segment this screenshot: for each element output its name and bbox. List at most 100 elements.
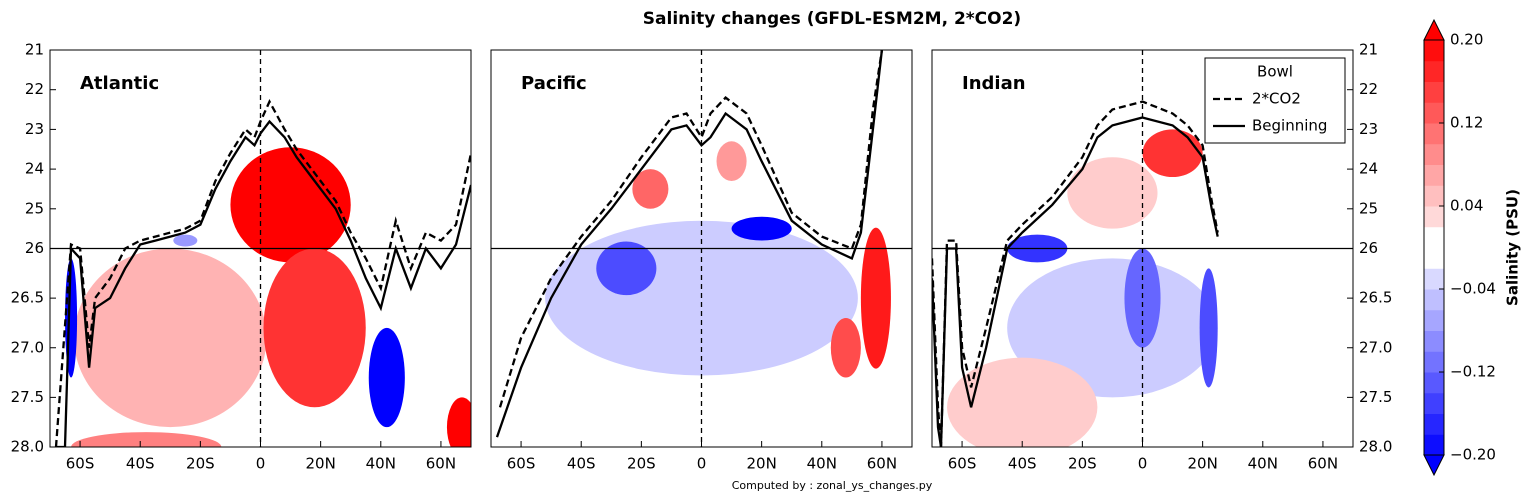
x-tick-label: 20N — [1187, 455, 1217, 473]
colorbar-extend — [1423, 454, 1445, 477]
colorbar-band — [1424, 268, 1444, 290]
colorbar-tick-label: −0.20 — [1450, 446, 1496, 464]
y-tick-label: 24 — [1359, 160, 1378, 178]
colorbar-band — [1424, 40, 1444, 62]
y-tick-label: 26.5 — [11, 289, 44, 307]
colorbar-band — [1424, 392, 1444, 414]
colorbar-frame — [1423, 39, 1445, 456]
salinity-anomaly — [716, 141, 747, 182]
plot-area — [932, 50, 1353, 447]
colorbar-band — [1424, 164, 1444, 186]
x-tick-label: 20N — [305, 455, 335, 473]
colorbar-band — [1424, 185, 1444, 207]
salinity-anomaly — [632, 169, 669, 209]
x-tick-label: 20S — [1068, 455, 1097, 473]
y-tick-label: 28.0 — [11, 438, 44, 456]
colorbar-label: Salinity (PSU) — [1504, 189, 1522, 306]
salinity-anomaly — [71, 432, 222, 447]
colorbar-band — [1424, 206, 1444, 228]
colorbar-band — [1424, 81, 1444, 103]
salinity-anomaly — [1007, 258, 1218, 398]
colorbar-band — [1424, 434, 1444, 456]
y-tick-label: 27.5 — [11, 388, 44, 406]
salinity-anomaly — [947, 357, 1098, 447]
y-tick-label: 24 — [25, 160, 44, 178]
x-tick-label: 20S — [186, 455, 215, 473]
y-tick-label: 26 — [1359, 239, 1378, 257]
bowl-line — [498, 50, 884, 408]
x-tick-label: 60S — [948, 455, 977, 473]
panel-title: Atlantic — [80, 73, 159, 94]
legend-label: 2*CO2 — [1252, 90, 1301, 108]
y-tick-label: 27.0 — [11, 338, 44, 356]
panel-title: Pacific — [521, 73, 587, 94]
x-tick-label: 40S — [126, 455, 155, 473]
colorbar-extend — [1423, 18, 1445, 41]
colorbar-band — [1424, 247, 1444, 269]
plot-area — [50, 50, 471, 447]
salinity-anomaly — [1199, 268, 1218, 388]
salinity-anomaly — [830, 317, 861, 378]
colorbar-band — [1424, 372, 1444, 394]
colorbar-band — [1424, 351, 1444, 373]
salinity-anomaly — [860, 227, 891, 369]
salinity-anomaly — [596, 241, 657, 296]
colorbar-band — [1424, 102, 1444, 124]
plot-area — [491, 50, 912, 447]
salinity-anomaly — [446, 397, 471, 447]
colorbar-band — [1424, 289, 1444, 311]
legend-title: Bowl — [1257, 63, 1293, 81]
y-tick-label: 23 — [1359, 120, 1378, 138]
y-tick-label: 21 — [1359, 41, 1378, 59]
panel-title: Indian — [962, 73, 1026, 94]
y-tick-label: 27.0 — [1359, 338, 1392, 356]
x-tick-label: 40S — [567, 455, 596, 473]
footnote: Computed by : zonal_ys_changes.py — [732, 479, 933, 492]
x-tick-label: 0 — [256, 455, 266, 473]
colorbar-tick-label: 0.20 — [1450, 31, 1483, 49]
x-tick-label: 40N — [807, 455, 837, 473]
x-tick-label: 40N — [1248, 455, 1278, 473]
y-tick-label: 27.5 — [1359, 388, 1392, 406]
colorbar-tick-label: −0.04 — [1450, 280, 1496, 298]
colorbar-tick-label: 0.04 — [1450, 197, 1483, 215]
y-tick-label: 21 — [25, 41, 44, 59]
salinity-anomaly — [368, 327, 405, 428]
colorbar-band — [1424, 413, 1444, 435]
x-tick-label: 60S — [66, 455, 95, 473]
y-tick-label: 25 — [25, 199, 44, 217]
bowl-line — [932, 116, 1219, 447]
colorbar-band — [1424, 60, 1444, 82]
colorbar-band — [1424, 123, 1444, 145]
y-tick-label: 22 — [25, 80, 44, 98]
x-tick-label: 60N — [1308, 455, 1338, 473]
x-tick-label: 60N — [426, 455, 456, 473]
legend-box — [1204, 57, 1346, 144]
salinity-anomaly — [1124, 248, 1161, 348]
y-tick-label: 23 — [25, 120, 44, 138]
x-tick-label: 0 — [1138, 455, 1148, 473]
x-tick-label: 60N — [867, 455, 897, 473]
x-tick-label: 20S — [627, 455, 656, 473]
salinity-anomaly — [1067, 157, 1158, 229]
colorbar-tick-label: −0.12 — [1450, 363, 1496, 381]
legend-label: Beginning — [1252, 117, 1327, 135]
colorbar-band — [1424, 330, 1444, 352]
x-tick-label: 0 — [697, 455, 707, 473]
y-tick-label: 25 — [1359, 199, 1378, 217]
bowl-line — [495, 50, 884, 438]
colorbar-tick-label: 0.12 — [1450, 114, 1483, 132]
salinity-anomaly — [173, 234, 198, 247]
bowl-line — [54, 99, 471, 447]
x-tick-label: 60S — [507, 455, 536, 473]
x-tick-label: 40N — [366, 455, 396, 473]
y-tick-label: 22 — [1359, 80, 1378, 98]
y-tick-label: 26.5 — [1359, 289, 1392, 307]
salinity-anomaly — [74, 248, 267, 428]
x-tick-label: 40S — [1008, 455, 1037, 473]
y-tick-label: 28.0 — [1359, 438, 1392, 456]
y-tick-label: 26 — [25, 239, 44, 257]
bowl-line — [932, 100, 1219, 447]
figure-title: Salinity changes (GFDL-ESM2M, 2*CO2) — [643, 9, 1021, 29]
